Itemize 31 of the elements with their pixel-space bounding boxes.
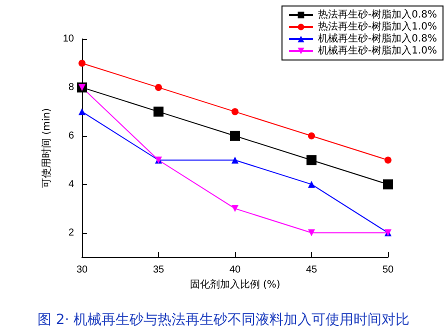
x-axis-title: 固化剂加入比例 (%) <box>190 278 280 290</box>
y-tick-label: 4 <box>68 178 74 190</box>
y-tick-label: 8 <box>68 82 74 93</box>
y-tick-label: 2 <box>68 227 74 238</box>
x-tick-label: 40 <box>229 264 241 276</box>
legend-label: 机械再生砂-树脂加入1.0% <box>318 44 437 56</box>
point <box>308 132 315 140</box>
text: 图 2· 机械再生砂与热法再生砂不同液料加入可使用时间对比 <box>37 312 410 328</box>
point <box>308 229 315 236</box>
point <box>232 108 238 116</box>
legend-label: 热法再生砂-树脂加入1.0% <box>318 20 437 32</box>
point <box>230 130 240 141</box>
point <box>78 108 86 116</box>
legend-label: 热法再生砂-树脂加入0.8% <box>318 8 437 20</box>
point <box>306 155 316 166</box>
y-tick-label: 10 <box>62 34 74 44</box>
point <box>154 106 164 117</box>
y-tick-label: 6 <box>68 130 74 142</box>
point <box>384 156 392 164</box>
point <box>308 180 315 188</box>
x-tick-label: 35 <box>152 264 164 276</box>
legend-label: 机械再生砂-树脂加入0.8% <box>318 32 437 44</box>
point <box>78 60 86 67</box>
y-axis-title: 可使用时间 (min) <box>40 108 52 188</box>
point <box>232 156 238 164</box>
x-tick-label: 30 <box>76 264 88 276</box>
point <box>383 179 393 190</box>
point <box>232 205 238 212</box>
point <box>155 84 162 91</box>
x-tick-label: 45 <box>306 264 318 276</box>
x-tick-label: 50 <box>382 264 394 276</box>
